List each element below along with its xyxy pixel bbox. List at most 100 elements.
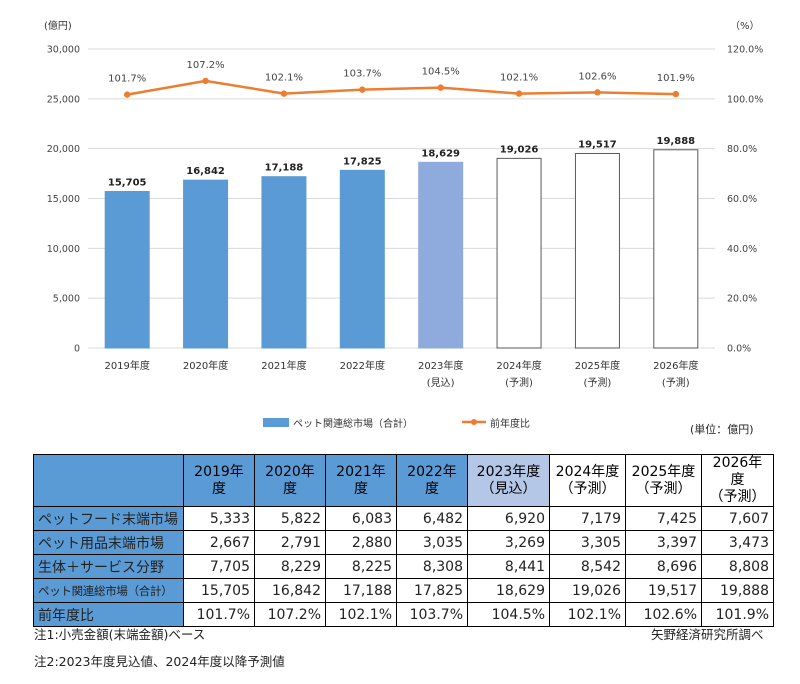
table-cell: 19,888 [701, 578, 774, 603]
table-cell: 3,269 [467, 530, 550, 555]
right-tick-label: 60.0% [727, 194, 757, 205]
table-row-label: ペット用品末端市場 [33, 530, 184, 555]
bar-value-label: 17,825 [343, 156, 382, 167]
legend-line-label: 前年度比 [490, 417, 530, 430]
table-cell: 103.7% [396, 602, 468, 627]
left-tick-label: 5,000 [53, 294, 80, 305]
table-cell: 3,305 [549, 530, 626, 555]
table-cell: 5,333 [183, 506, 255, 531]
table-cell: 3,035 [396, 530, 468, 555]
bar [574, 152, 620, 349]
line-series: 101.7% 107.2% 102.1% 103.7% 104.5% 102.1% 102.… [108, 60, 695, 98]
x-tick-label: 2026年度 [653, 359, 698, 372]
line-point [437, 84, 444, 91]
line-value-label: 103.7% [343, 69, 381, 80]
table-row: ペット用品末端市場 2,667 2,791 2,880 3,035 3,269 3,305 3… [33, 530, 774, 555]
legend: ペット関連総市場（合計） 前年度比 [263, 417, 530, 430]
table-row-label: ペットフード末端市場 [33, 506, 184, 531]
right-axis: （%） 0.0% 20.0% 40.0% 60.0% 80.0% 100.0% 120.0% [727, 20, 763, 355]
bar [261, 176, 307, 349]
table-header-cell: 2024年度 （予測） [549, 454, 626, 507]
table-row-label: 前年度比 [33, 602, 184, 627]
note-1: 注1:小売金額(末端金額)ベース [34, 627, 206, 642]
table-header-year: 2022年度 [407, 463, 457, 497]
table-header-year: 2019年度 [194, 463, 244, 497]
right-tick-label: 20.0% [727, 294, 757, 305]
x-tick-sublabel: (見込) [427, 377, 455, 389]
left-tick-label: 0 [74, 344, 80, 355]
line-value-label: 101.9% [657, 73, 695, 84]
table-header-status: （見込） [480, 480, 537, 497]
table-cell: 8,696 [625, 554, 702, 579]
bar [653, 149, 699, 349]
table-cell: 104.5% [467, 602, 550, 627]
bar-series: 15,705 16,842 17,188 17,825 18,629 19,026 19,5… [104, 136, 699, 349]
x-tick-label: 2025年度 [575, 359, 620, 372]
table-header-cell: 2020年度 [254, 454, 326, 507]
x-tick-sublabel: (予測) [584, 376, 612, 389]
legend-bar-swatch [263, 418, 289, 427]
table-header-cell: 2022年度 [396, 454, 468, 507]
right-tick-label: 40.0% [727, 244, 757, 255]
table-header-status: （予測） [709, 489, 766, 505]
line-value-label: 104.5% [422, 67, 460, 78]
table-cell: 7,705 [183, 554, 255, 579]
table-cell: 18,629 [467, 578, 550, 603]
bar [496, 157, 542, 349]
table-cell: 6,920 [467, 506, 550, 531]
bar-value-label: 19,888 [657, 136, 696, 147]
line-value-label: 101.7% [108, 74, 146, 85]
line-point [202, 77, 209, 85]
table-row-label: ペット関連総市場（合計） [33, 578, 184, 603]
x-tick-label: 2020年度 [183, 359, 228, 372]
left-tick-label: 20,000 [47, 144, 80, 155]
right-axis-unit: （%） [730, 20, 760, 32]
x-tick-label: 2022年度 [340, 359, 385, 372]
line-value-label: 102.1% [265, 73, 303, 84]
table-row: 生体＋サービス分野 7,705 8,229 8,225 8,308 8,441 8,542 8… [33, 554, 774, 579]
x-tick-label: 2024年度 [496, 359, 541, 372]
line-point [280, 90, 288, 97]
line-point [672, 90, 680, 98]
table-header-cell: 2021年度 [325, 454, 397, 507]
table-header-year: 2020年度 [265, 463, 315, 497]
x-tick-sublabel: (予測) [505, 376, 533, 389]
table-row: 前年度比 101.7% 107.2% 102.1% 103.7% 104.5% 102.1%… [33, 602, 774, 627]
table-cell: 3,473 [701, 530, 774, 555]
left-tick-label: 15,000 [47, 194, 80, 205]
note-2: 注2:2023年度見込値、2024年度以降予測値 [34, 654, 285, 669]
table-cell: 15,705 [183, 578, 255, 603]
table-header-status: （予測） [635, 480, 692, 497]
table-cell: 8,229 [254, 554, 326, 579]
bar-value-label: 17,188 [265, 163, 304, 174]
table-cell: 102.6% [625, 602, 702, 627]
line-point [515, 90, 523, 97]
table-cell: 5,822 [254, 506, 326, 531]
left-tick-label: 10,000 [47, 244, 80, 255]
bar [339, 169, 385, 349]
right-tick-label: 0.0% [727, 344, 751, 355]
line-value-label: 102.6% [578, 71, 616, 82]
unit-note: (単位：億円) [690, 423, 754, 436]
table-cell: 7,179 [549, 506, 626, 531]
bar-value-label: 18,629 [421, 148, 460, 159]
table-cell: 101.7% [183, 602, 255, 627]
right-tick-label: 120.0% [727, 45, 763, 56]
x-axis-labels: 2019年度 2020年度 2021年度 2022年度 2023年度 (見込) 2024年度… [104, 359, 698, 389]
bar [104, 190, 150, 349]
x-tick-sublabel: (予測) [662, 376, 690, 389]
table-cell: 102.1% [325, 602, 397, 627]
growth-line [126, 79, 676, 96]
data-table: 2019年度 2020年度 2021年度 2022年度 2023年度 （見込） 2024年度… [33, 454, 774, 627]
line-value-label: 102.1% [500, 73, 538, 84]
bar [183, 179, 229, 349]
table-header-row: 2019年度 2020年度 2021年度 2022年度 2023年度 （見込） 2024年度… [33, 454, 774, 507]
table-cell: 8,808 [701, 554, 774, 579]
line-point [123, 91, 131, 98]
x-tick-label: 2019年度 [104, 359, 149, 372]
table-cell: 3,397 [625, 530, 702, 555]
table-cell: 16,842 [254, 578, 326, 603]
bar [418, 161, 464, 349]
table-cell: 19,517 [625, 578, 702, 603]
line-value-label: 107.2% [186, 60, 224, 71]
